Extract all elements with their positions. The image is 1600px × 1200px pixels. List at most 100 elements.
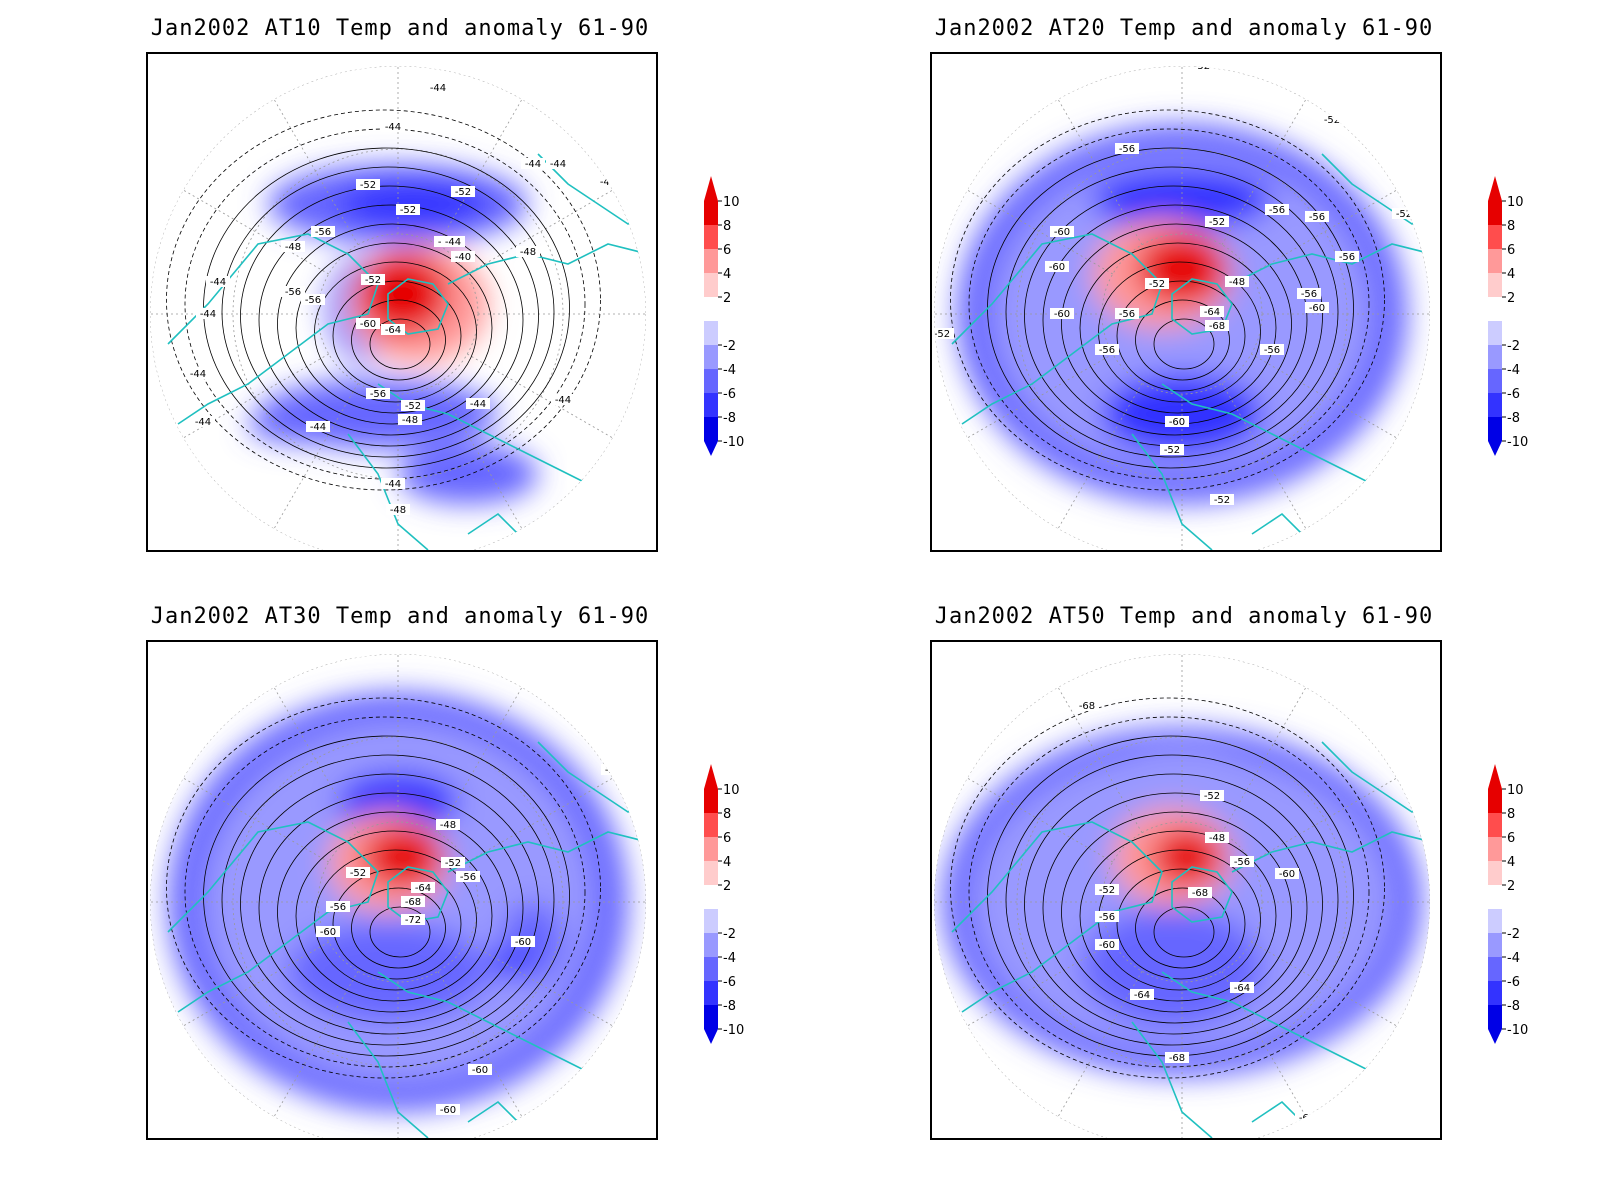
contour-label: -44 — [195, 417, 211, 428]
colorbar-label: 6 — [1507, 243, 1515, 258]
contour-label: -68 — [1079, 701, 1095, 712]
contour-label: -52 — [1214, 495, 1230, 506]
contour-label: -52 — [1204, 791, 1220, 802]
colorbar-label: 6 — [723, 831, 731, 846]
colorbar-swatch — [1488, 909, 1502, 933]
polar-map: -56 -48 -52 -52 -56 -64 -68 -56 -72 -60 -60 -60 -60 — [146, 640, 658, 1140]
colorbar-swatch — [1488, 861, 1502, 885]
colorbar-label: -8 — [723, 999, 736, 1014]
colorbar-label: 8 — [1507, 219, 1515, 234]
colorbar-label: 4 — [1507, 267, 1515, 282]
colorbar-label: -10 — [1507, 1023, 1528, 1038]
anomaly-region — [363, 827, 443, 887]
colorbar-label: -8 — [723, 411, 736, 426]
contour-label: -52 — [405, 401, 421, 412]
isotherm — [950, 697, 1385, 1079]
isotherm — [1153, 318, 1215, 370]
contour-label: -52 — [1149, 279, 1165, 290]
colorbar-label: 10 — [1507, 783, 1524, 798]
isotherm — [369, 906, 431, 958]
contour-label: -52 — [1209, 217, 1225, 228]
colorbar-swatch — [1488, 393, 1502, 417]
coastline — [1171, 866, 1233, 923]
contour-label: -56 — [305, 295, 321, 306]
colorbar-label: -4 — [1507, 363, 1520, 378]
colorbar-swatch — [704, 837, 718, 861]
colorbar-swatch — [1488, 813, 1502, 837]
colorbar-swatch — [704, 369, 718, 393]
anomaly-region — [1152, 829, 1222, 885]
contour-label: -64 — [1204, 307, 1220, 318]
colorbar-swatch — [1488, 837, 1502, 861]
map-panel: Jan2002 AT10 Temp and anomaly 61-90 -44 -4… — [0, 0, 800, 600]
panel-title: Jan2002 AT50 Temp and anomaly 61-90 — [934, 604, 1434, 629]
coastline — [1251, 1100, 1333, 1123]
colorbar-label: -6 — [723, 975, 736, 990]
colorbar-swatch — [704, 417, 718, 441]
contour-label: -56 — [460, 872, 476, 883]
isotherm — [277, 811, 508, 1013]
contour-label: -56 — [1309, 212, 1325, 223]
isotherm — [314, 261, 477, 403]
isotherm — [1061, 811, 1292, 1013]
contour-label: -44 — [385, 479, 401, 490]
contour-label: -56 — [285, 287, 301, 298]
isotherm — [1116, 280, 1246, 392]
colorbar-label: -10 — [723, 435, 744, 450]
contour-label: -44 — [525, 159, 541, 170]
contour-label: -52 — [365, 275, 381, 286]
colorbar-swatch — [704, 345, 718, 369]
polar-map: -52 -52 -56 -56 -52 -56 -52 -60 -60 -56 -48 -52 -64 -… — [930, 52, 1442, 552]
map-canvas: -44 -44 -44 -44 -44 -52 -52 -52 -56 -48 -48 -44 -40 -… — [150, 66, 646, 550]
colorbar-label: 2 — [1507, 879, 1515, 894]
contour-label: -52 — [445, 858, 461, 869]
contour-label: -60 — [320, 927, 336, 938]
colorbar-swatch — [1488, 933, 1502, 957]
colorbar-label: -10 — [1507, 435, 1528, 450]
map-canvas: -68 -68 -52 -48 -56 -60 -52 -68 -56 -60 -64 -64 -68 -… — [934, 654, 1430, 1138]
contour-label: -48 — [1229, 277, 1245, 288]
isotherm — [968, 716, 1370, 1068]
colorbar-label: -2 — [723, 339, 736, 354]
contour-label: -44 — [385, 122, 401, 133]
colorbar-label: -4 — [723, 363, 736, 378]
contour-label: -56 — [330, 902, 346, 913]
colorbar-swatch — [704, 321, 718, 345]
contour-label: -56 — [1269, 205, 1285, 216]
coastline — [347, 1021, 429, 1138]
colorbar-swatch — [704, 273, 718, 297]
coastline — [467, 512, 549, 535]
contour-label: -44 — [210, 277, 226, 288]
coastline — [1131, 1021, 1213, 1138]
contour-label: -72 — [405, 915, 421, 926]
colorbar-label: -6 — [723, 387, 736, 402]
colorbar-swatch — [704, 201, 718, 225]
isotherm — [950, 109, 1385, 491]
polar-map: -44 -44 -44 -44 -44 -52 -52 -52 -56 -48 -48 -44 -40 -… — [146, 52, 658, 552]
contour-label: -60 — [1054, 309, 1070, 320]
colorbar: 10 8 6 4 2 -2 -4 -6 -8 -10 — [1488, 176, 1528, 456]
colorbar-swatch — [1488, 297, 1502, 321]
contour-label: -52 — [934, 329, 950, 340]
contour-label: -68 — [405, 897, 421, 908]
contour-label: -56 — [315, 227, 331, 238]
contour-label: -56 — [1119, 309, 1135, 320]
colorbar-swatch — [704, 1005, 718, 1029]
contour-label: -44 — [310, 422, 326, 433]
isotherm — [240, 185, 539, 447]
colorbar-swatch — [1488, 957, 1502, 981]
contour-label: -48 — [390, 505, 406, 516]
anomaly-shading — [942, 727, 1422, 1077]
panel-title: Jan2002 AT30 Temp and anomaly 61-90 — [150, 604, 650, 629]
colorbar-cap-bottom — [1488, 1029, 1502, 1044]
colorbar-swatch — [704, 297, 718, 321]
colorbar-swatch — [1488, 789, 1502, 813]
colorbar-label: -2 — [723, 927, 736, 942]
colorbar-cap-top — [704, 176, 718, 201]
contour-label: -52 — [1099, 885, 1115, 896]
polar-map: -68 -68 -52 -48 -56 -60 -52 -68 -56 -60 -64 -64 -68 -… — [930, 640, 1442, 1140]
isotherm — [1098, 261, 1261, 403]
isotherm — [314, 849, 477, 991]
isotherm — [240, 773, 539, 1035]
colorbar-swatch — [1488, 345, 1502, 369]
